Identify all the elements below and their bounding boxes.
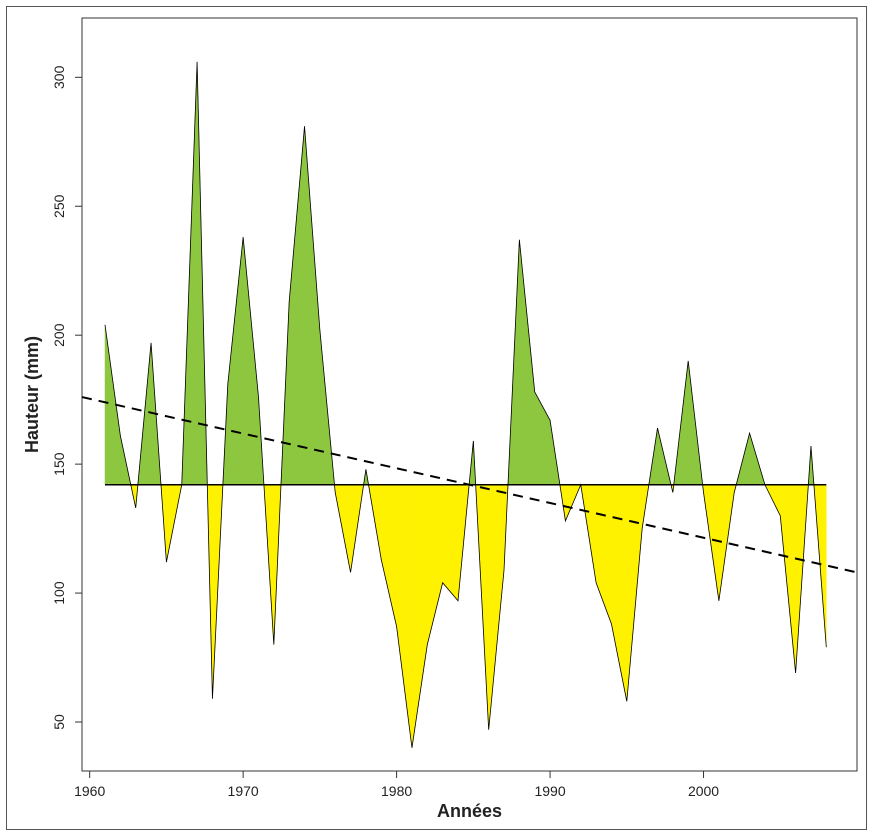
above-baseline-areas (104, 61, 815, 486)
surplus-area (519, 239, 535, 486)
series-line (104, 61, 827, 748)
surplus-area (304, 126, 321, 486)
surplus-area (288, 126, 305, 486)
y-axis-title: Hauteur (mm) (22, 336, 42, 453)
y-tick-label: 50 (51, 714, 67, 730)
deficit-area (381, 484, 397, 627)
x-tick-label: 1980 (381, 783, 412, 799)
deficit-area (626, 484, 643, 702)
x-axis-title: Années (437, 801, 502, 821)
deficit-area (427, 484, 443, 645)
y-axis: 50 100 150 200 250 300 (51, 65, 82, 730)
trend-line (81, 396, 858, 574)
y-tick-label: 250 (51, 194, 67, 218)
deficit-area (396, 484, 413, 748)
surplus-area (242, 237, 259, 486)
deficit-area (442, 484, 459, 602)
x-tick-label: 1990 (534, 783, 565, 799)
y-tick-label: 150 (51, 452, 67, 476)
y-tick-label: 300 (51, 65, 67, 89)
plot-area (81, 17, 858, 772)
deficit-area (411, 484, 428, 748)
x-tick-label: 2000 (688, 783, 719, 799)
x-tick-label: 1970 (228, 783, 259, 799)
y-tick-label: 100 (51, 581, 67, 605)
x-tick-label: 1960 (74, 783, 105, 799)
deficit-area (488, 484, 505, 730)
below-baseline-areas (130, 484, 827, 748)
x-axis: 1960 1970 1980 1990 2000 (74, 771, 719, 799)
y-tick-label: 200 (51, 323, 67, 347)
deficit-area (780, 484, 796, 674)
